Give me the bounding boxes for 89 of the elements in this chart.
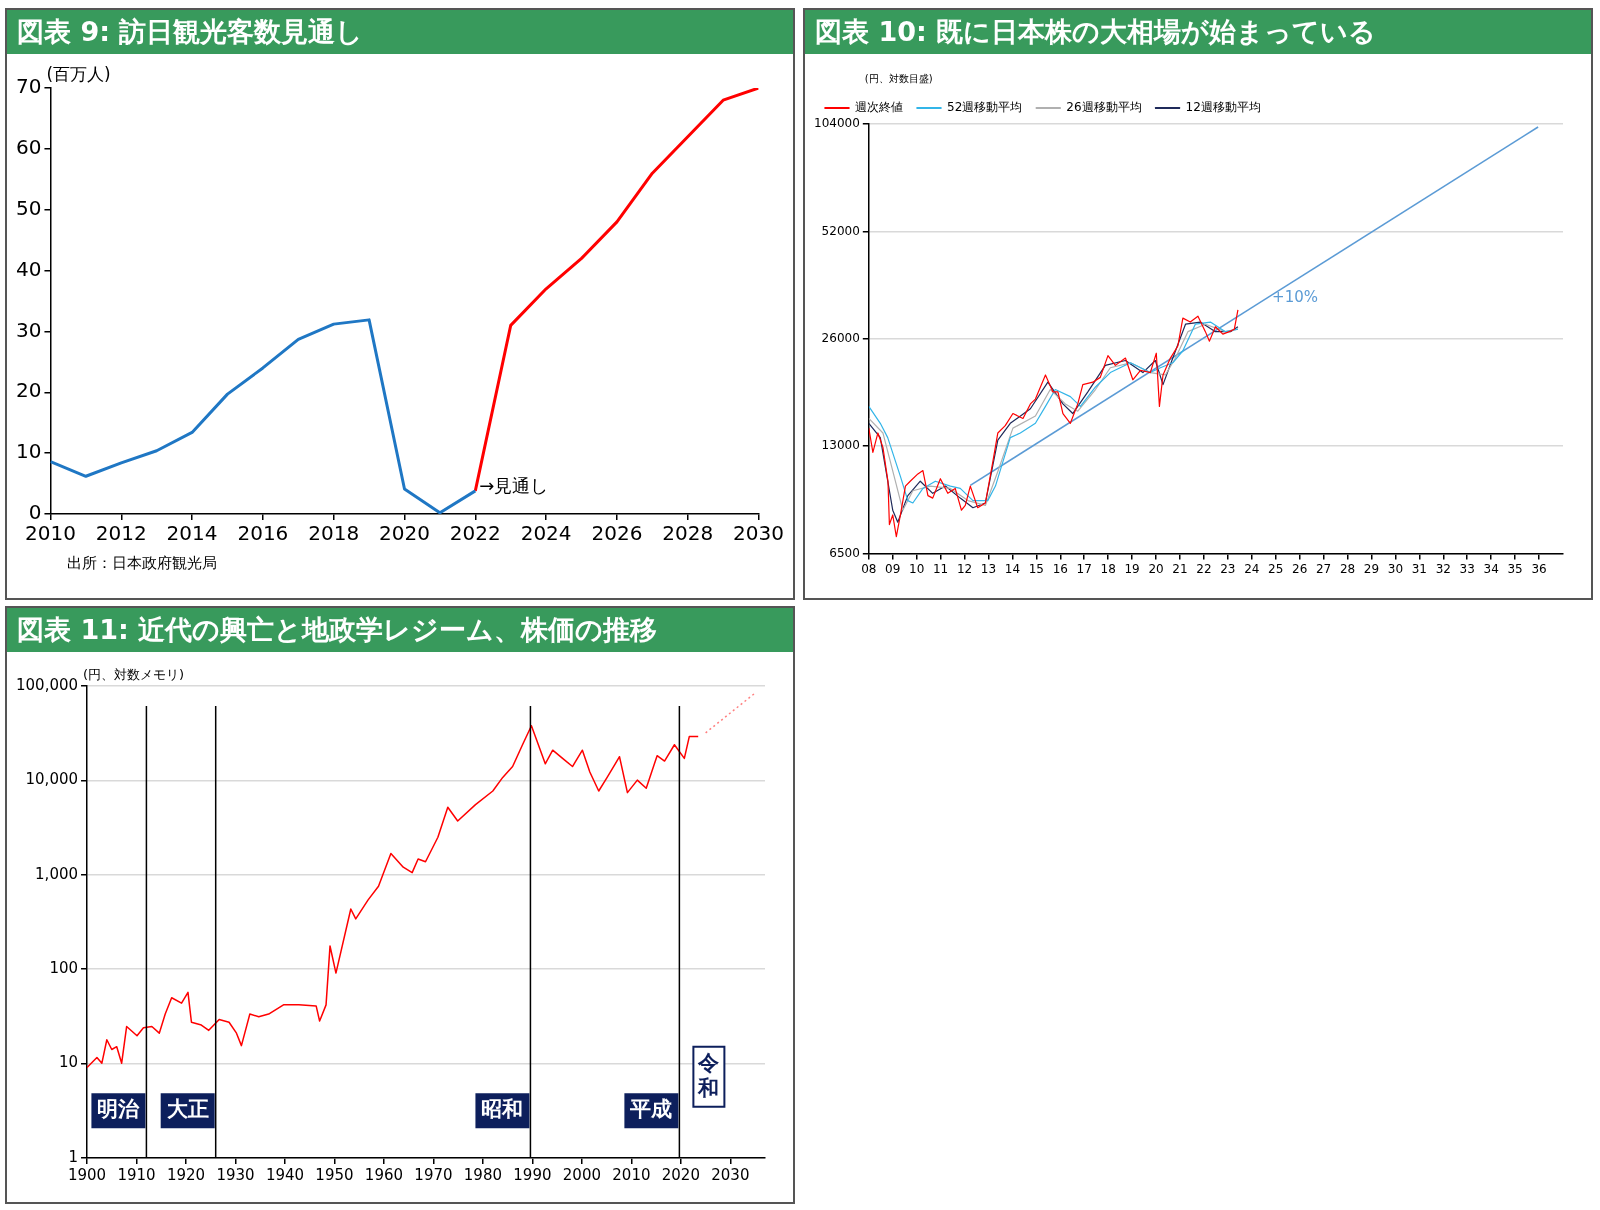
x-tick-label: 31 xyxy=(1411,561,1428,576)
y-axis-title: (百万人) xyxy=(46,63,111,84)
x-tick-label: 20 xyxy=(1148,561,1164,576)
x-tick-label: 13 xyxy=(980,561,997,576)
annotation: 昭和 xyxy=(481,1097,524,1122)
y-tick-label: 30 xyxy=(16,317,42,342)
x-tick-label: 1940 xyxy=(265,1165,305,1184)
x-tick-label: 28 xyxy=(1339,561,1356,576)
annotation: +10% xyxy=(1272,288,1318,307)
x-tick-label: 25 xyxy=(1268,561,1284,576)
chart-title: 図表 11: 近代の興亡と地政学レジーム、株価の推移 xyxy=(7,608,793,652)
legend-label: 週次終値 xyxy=(855,100,903,115)
y-tick-label: 100 xyxy=(49,959,79,978)
x-tick-label: 18 xyxy=(1100,561,1116,576)
x-tick-label: 2026 xyxy=(591,521,643,546)
x-tick-label: 1920 xyxy=(166,1165,206,1184)
y-tick-label: 1 xyxy=(68,1147,79,1166)
x-tick-label: 2010 xyxy=(612,1165,651,1184)
x-tick-label: 16 xyxy=(1052,561,1068,576)
x-tick-label: 1960 xyxy=(364,1165,404,1184)
x-tick-label: 1900 xyxy=(67,1165,107,1184)
legend-label: 26週移動平均 xyxy=(1066,100,1142,115)
x-tick-label: 1980 xyxy=(463,1165,503,1184)
x-tick-label: 2030 xyxy=(711,1165,750,1184)
x-tick-label: 19 xyxy=(1124,561,1140,576)
x-tick-label: 15 xyxy=(1028,561,1045,576)
annotation: →見通し xyxy=(479,475,549,497)
x-tick-label: 1910 xyxy=(117,1165,156,1184)
x-tick-label: 29 xyxy=(1363,561,1380,576)
y-tick-label: 26000 xyxy=(821,330,860,345)
y-tick-label: 10 xyxy=(16,439,42,464)
legend-label: 52週移動平均 xyxy=(947,100,1023,115)
x-tick-label: 1950 xyxy=(315,1165,354,1184)
x-tick-label: 08 xyxy=(861,561,877,576)
x-tick-label: 34 xyxy=(1483,561,1499,576)
y-tick-label: 10,000 xyxy=(25,770,79,789)
y-tick-label: 70 xyxy=(16,74,42,99)
annotation: 令和 xyxy=(697,1050,720,1100)
annotation: 平成 xyxy=(629,1097,673,1122)
x-tick-label: 30 xyxy=(1387,561,1404,576)
y-tick-label: 6500 xyxy=(829,545,860,560)
chart-title: 図表 9: 訪日観光客数見通し xyxy=(7,10,793,54)
x-tick-label: 2012 xyxy=(95,521,147,546)
x-tick-label: 23 xyxy=(1220,561,1236,576)
chart-title: 図表 10: 既に日本株の大相場が始まっている xyxy=(805,10,1591,54)
x-tick-label: 12 xyxy=(956,561,973,576)
y-tick-label: 40 xyxy=(16,256,42,281)
y-tick-label: 52000 xyxy=(821,223,860,238)
x-tick-label: 11 xyxy=(932,561,949,576)
x-tick-label: 33 xyxy=(1459,561,1475,576)
x-tick-label: 2022 xyxy=(449,521,501,546)
y-tick-label: 50 xyxy=(16,195,42,220)
x-tick-label: 2028 xyxy=(662,521,714,546)
x-tick-label: 09 xyxy=(885,561,901,576)
y-tick-label: 13000 xyxy=(821,438,860,453)
x-tick-label: 2024 xyxy=(520,521,572,546)
annotation: 大正 xyxy=(166,1097,209,1122)
x-tick-label: 2030 xyxy=(733,521,784,546)
x-tick-label: 35 xyxy=(1507,561,1523,576)
y-tick-label: 104000 xyxy=(814,116,860,131)
x-tick-label: 1930 xyxy=(216,1165,255,1184)
x-tick-label: 14 xyxy=(1004,561,1021,576)
x-tick-label: 24 xyxy=(1244,561,1260,576)
x-tick-label: 27 xyxy=(1315,561,1332,576)
x-tick-label: 2000 xyxy=(562,1165,601,1184)
x-tick-label: 1970 xyxy=(414,1165,453,1184)
x-tick-label: 21 xyxy=(1172,561,1188,576)
x-tick-label: 1990 xyxy=(513,1165,552,1184)
x-tick-label: 2020 xyxy=(379,521,430,546)
x-tick-label: 32 xyxy=(1435,561,1451,576)
x-tick-label: 36 xyxy=(1531,561,1547,576)
x-tick-label: 10 xyxy=(909,561,925,576)
y-tick-label: 60 xyxy=(16,135,42,160)
y-axis-title: (円、対数メモリ) xyxy=(83,666,185,682)
x-tick-label: 26 xyxy=(1292,561,1308,576)
y-tick-label: 10 xyxy=(58,1053,79,1072)
text: 出所：日本政府観光局 xyxy=(67,554,218,573)
x-tick-label: 17 xyxy=(1076,561,1092,576)
x-tick-label: 2020 xyxy=(661,1165,700,1184)
x-tick-label: 22 xyxy=(1196,561,1212,576)
annotation: 明治 xyxy=(97,1097,141,1122)
x-tick-label: 2014 xyxy=(166,521,218,546)
legend-label: 12週移動平均 xyxy=(1185,100,1261,115)
y-axis-title: (円、対数目盛) xyxy=(864,72,933,84)
x-tick-label: 2016 xyxy=(237,521,289,546)
x-tick-label: 2018 xyxy=(308,521,360,546)
y-tick-label: 1,000 xyxy=(35,864,79,883)
y-tick-label: 20 xyxy=(16,378,42,403)
y-tick-label: 100,000 xyxy=(16,675,79,694)
